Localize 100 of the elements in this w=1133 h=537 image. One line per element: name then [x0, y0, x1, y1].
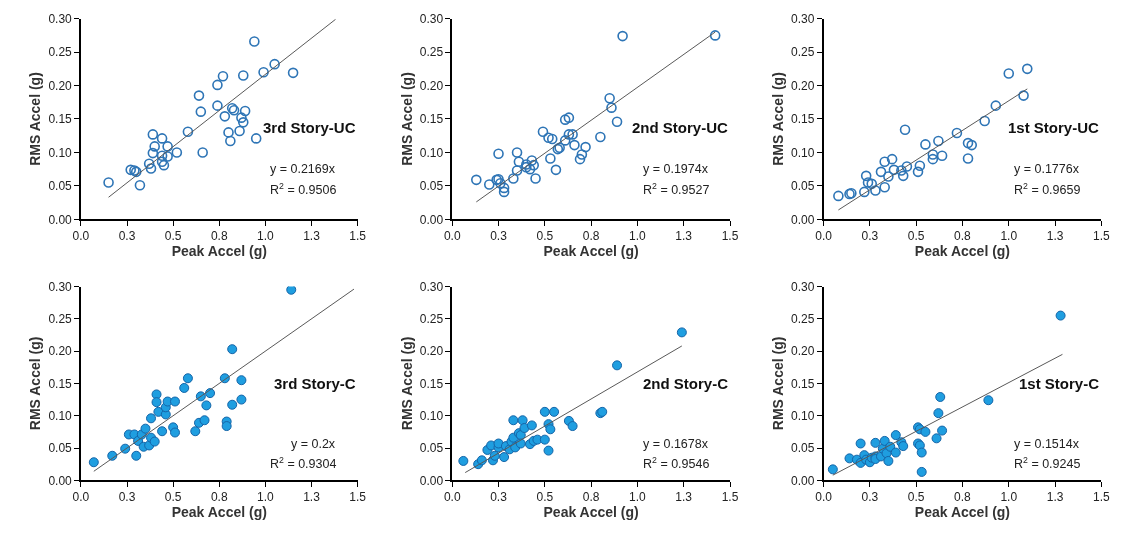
annotation: y = 0.1678x [643, 437, 709, 451]
x-tick-label: 0.5 [907, 490, 925, 505]
y-tick-label: 0.25 [419, 312, 444, 327]
x-tick-label: 1.0 [257, 229, 275, 244]
x-tick-label: 1.3 [675, 490, 693, 505]
y-axis-title: RMS Accel (g) [770, 336, 787, 431]
y-tick-label: 0.20 [791, 78, 815, 93]
x-axis-title: Peak Accel (g) [171, 243, 267, 260]
y-tick-label: 0.30 [48, 279, 73, 294]
annotation: R$^{2}$ = 0.9245 [1014, 455, 1081, 472]
y-tick-label: 0.15 [419, 112, 444, 127]
text: 1st Story-UC [1008, 119, 1100, 136]
text: 2nd Story-C [643, 375, 729, 392]
annotation: y = 0.1776x [1014, 162, 1080, 176]
annotation: R$^{2}$ = 0.9304 [270, 455, 337, 472]
y-tick-label: 0.10 [791, 145, 815, 160]
y-tick-label: 0.20 [419, 78, 444, 93]
y-tick-label: 0.10 [419, 145, 444, 160]
x-tick-label: 1.3 [1046, 490, 1064, 505]
y-tick-label: 0.15 [419, 376, 444, 391]
y-tick-label: 0.30 [48, 11, 73, 26]
x-tick-label: 0.0 [443, 490, 461, 505]
x-tick-label: 1.5 [1093, 490, 1111, 505]
x-tick-label: 0.8 [954, 229, 972, 244]
y-tick-label: 0.10 [48, 408, 73, 423]
y-tick-label: 0.15 [791, 112, 815, 127]
x-tick-label: 0.3 [490, 490, 508, 505]
y-axis-title: RMS Accel (g) [770, 72, 787, 166]
y-tick-label: 0.05 [791, 441, 815, 456]
x-tick-label: 1.5 [349, 490, 367, 505]
y-axis-title: RMS Accel (g) [398, 72, 415, 166]
y-tick-label: 0.25 [791, 312, 815, 327]
x-tick-label: 1.0 [1000, 229, 1018, 244]
x-tick-label: 1.0 [629, 490, 647, 505]
y-tick-label: 0.15 [48, 376, 73, 391]
x-tick-label: 1.0 [1000, 490, 1018, 505]
y-tick-label: 0.20 [791, 344, 815, 359]
y-tick-label: 0.30 [419, 279, 444, 294]
x-tick-label: 0.3 [861, 490, 879, 505]
x-tick-label: 0.0 [72, 490, 90, 505]
text: 3rd Story-UC [263, 119, 356, 136]
x-axis-title: Peak Accel (g) [543, 243, 639, 260]
x-tick-label: 1.3 [675, 229, 693, 244]
x-tick-label: 0.5 [536, 490, 554, 505]
y-tick-label: 0.25 [48, 45, 73, 60]
y-tick-label: 0.05 [419, 179, 444, 194]
x-axis-title: Peak Accel (g) [914, 504, 1011, 521]
x-tick-label: 0.5 [536, 229, 554, 244]
y-tick-label: 0.00 [48, 473, 73, 488]
y-tick-label: 0.15 [48, 112, 73, 127]
y-tick-label: 0.25 [419, 45, 444, 60]
y-axis-title: RMS Accel (g) [27, 336, 44, 431]
y-tick-label: 0.15 [791, 376, 815, 391]
y-tick-label: 0.10 [48, 145, 73, 160]
x-tick-label: 0.8 [582, 229, 600, 244]
x-tick-label: 0.0 [815, 229, 833, 244]
x-tick-label: 1.3 [303, 490, 321, 505]
x-tick-label: 1.0 [257, 490, 275, 505]
text: 1st Story-C [1019, 375, 1100, 392]
y-tick-label: 0.05 [48, 179, 73, 194]
y-tick-label: 0.05 [48, 441, 73, 456]
y-tick-label: 0.05 [419, 441, 444, 456]
x-tick-label: 1.5 [1093, 229, 1111, 244]
y-tick-label: 0.10 [791, 408, 815, 423]
x-tick-label: 0.3 [118, 490, 136, 505]
x-tick-label: 0.8 [954, 490, 972, 505]
x-tick-label: 1.5 [721, 229, 739, 244]
y-tick-label: 0.30 [419, 11, 444, 26]
y-axis-title: RMS Accel (g) [398, 336, 415, 431]
x-tick-label: 0.3 [861, 229, 879, 244]
y-tick-label: 0.30 [791, 11, 815, 26]
x-axis-title: Peak Accel (g) [914, 243, 1011, 260]
y-tick-label: 0.20 [419, 344, 444, 359]
x-tick-label: 0.8 [210, 229, 228, 244]
annotation: y = 0.1514x [1014, 437, 1080, 451]
annotation: R$^{2}$ = 0.9659 [1014, 181, 1081, 198]
x-axis-title: Peak Accel (g) [543, 504, 639, 521]
y-tick-label: 0.00 [791, 212, 815, 227]
x-axis-title: Peak Accel (g) [171, 504, 267, 521]
annotation: y = 0.1974x [643, 162, 709, 176]
x-tick-label: 0.8 [210, 490, 228, 505]
x-tick-label: 0.0 [72, 229, 90, 244]
y-tick-label: 0.20 [48, 78, 73, 93]
y-tick-label: 0.00 [419, 212, 444, 227]
annotation: R$^{2}$ = 0.9527 [643, 181, 710, 198]
y-tick-label: 0.25 [48, 312, 73, 327]
annotation: R$^{2}$ = 0.9506 [270, 181, 337, 198]
annotation: R$^{2}$ = 0.9546 [643, 455, 710, 472]
y-tick-label: 0.00 [791, 473, 815, 488]
y-tick-label: 0.30 [791, 279, 815, 294]
y-tick-label: 0.25 [791, 45, 815, 60]
x-tick-label: 1.5 [349, 229, 367, 244]
y-tick-label: 0.20 [48, 344, 73, 359]
text: 2nd Story-UC [632, 119, 728, 136]
y-tick-label: 0.00 [419, 473, 444, 488]
y-axis-title: RMS Accel (g) [27, 72, 44, 166]
x-tick-label: 1.0 [629, 229, 647, 244]
annotation: y = 0.2x [291, 437, 336, 451]
x-tick-label: 0.0 [443, 229, 461, 244]
x-tick-label: 0.3 [118, 229, 136, 244]
